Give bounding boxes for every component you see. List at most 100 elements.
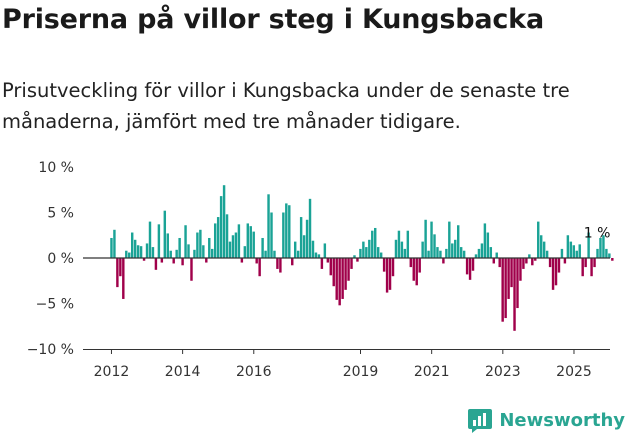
bar [566, 235, 570, 258]
bar [578, 244, 581, 258]
bar [551, 258, 555, 290]
bar [504, 258, 507, 319]
bar [554, 258, 558, 286]
bar [510, 258, 513, 288]
bar [347, 258, 350, 281]
bar [415, 258, 418, 286]
bar [234, 232, 238, 258]
bar [359, 248, 362, 258]
bar [507, 258, 510, 299]
bar [445, 248, 448, 258]
annotation-label: 1 % [584, 225, 611, 241]
newsworthy-logo: Newsworthy [467, 407, 625, 433]
bar [477, 248, 481, 258]
bar [216, 217, 220, 258]
bar [539, 235, 543, 258]
bar [296, 250, 300, 258]
bar [299, 217, 303, 258]
bar [525, 258, 528, 264]
bar [602, 235, 605, 258]
annotations: 1 % [584, 225, 611, 241]
bar [341, 258, 344, 299]
bar [252, 231, 255, 258]
bar [442, 258, 445, 264]
y-tick-label: 5 % [47, 206, 74, 222]
bar [495, 252, 498, 258]
bar [208, 237, 211, 258]
bar [412, 258, 415, 281]
bar [285, 203, 288, 258]
bar [379, 252, 383, 258]
bar [273, 250, 276, 258]
y-tick-label: −10 % [27, 342, 74, 358]
bar [196, 232, 199, 258]
bar [314, 252, 318, 258]
bar [211, 248, 214, 258]
bar [433, 234, 436, 258]
bar [575, 250, 578, 258]
bar [548, 258, 552, 268]
bar [145, 243, 149, 258]
bar [323, 243, 327, 258]
bar [225, 214, 229, 258]
bar [448, 221, 451, 258]
x-tick-label: 2023 [485, 364, 521, 380]
bar [513, 258, 516, 331]
bar [190, 258, 193, 281]
bar [228, 241, 232, 258]
bar [557, 258, 561, 273]
y-axis-ticks: 10 % 5 % 0 % −5 % −10 % [27, 160, 74, 358]
bar [418, 258, 421, 273]
bar [267, 194, 270, 258]
bar [172, 258, 175, 264]
bar [480, 243, 484, 258]
bar [311, 240, 315, 258]
bar [308, 198, 312, 258]
bar [163, 210, 167, 258]
bar [202, 245, 205, 258]
bar [237, 224, 241, 258]
bar [231, 235, 235, 258]
bar [353, 255, 356, 258]
bar [166, 233, 169, 258]
bar [409, 258, 413, 268]
bar [276, 258, 279, 269]
bar [255, 258, 258, 264]
bar [403, 248, 407, 258]
bar [125, 250, 128, 258]
bar [199, 229, 202, 258]
bar [451, 243, 454, 258]
bar [157, 224, 161, 258]
bar [279, 258, 282, 273]
bar [563, 258, 567, 264]
bar [261, 237, 264, 258]
bar [160, 258, 164, 263]
bar [116, 258, 119, 288]
bar [264, 250, 267, 258]
bar [365, 247, 368, 258]
bar [122, 258, 125, 299]
bar [572, 245, 576, 258]
bar [317, 254, 321, 258]
x-tick-label: 2016 [236, 364, 272, 380]
bar [187, 244, 190, 258]
bar [320, 258, 324, 269]
bar [406, 230, 410, 258]
bar [293, 241, 297, 258]
bar [471, 258, 475, 271]
bar [421, 241, 424, 258]
bar [587, 232, 590, 258]
x-tick-label: 2025 [556, 364, 592, 380]
x-tick-label: 2014 [165, 364, 201, 380]
x-tick-label: 2012 [94, 364, 130, 380]
bar [151, 247, 155, 258]
bar [270, 212, 273, 258]
bar [305, 219, 309, 258]
bar [534, 258, 537, 261]
bar [288, 205, 291, 258]
bar [139, 246, 143, 258]
page-subtitle: Prisutveckling för villor i Kungsbacka u… [2, 79, 570, 133]
bar [240, 258, 244, 263]
bar [128, 252, 131, 258]
